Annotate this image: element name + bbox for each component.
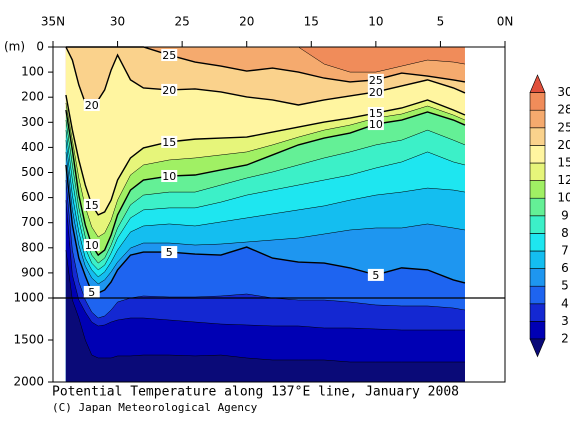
colorbar-label: 25 [557, 120, 570, 134]
contour-label-bg [83, 239, 100, 252]
y-tick-label: 500 [21, 165, 44, 179]
contour-label-bg [367, 85, 384, 98]
contour-label: 20 [85, 99, 99, 112]
colorbar-box [529, 233, 546, 252]
band-fill [65, 250, 465, 382]
y-tick-label: 300 [21, 115, 44, 129]
colorbar-box [529, 180, 546, 199]
contour-label: 5 [166, 246, 173, 259]
colorbar-box [529, 109, 546, 129]
contour-label-bg [161, 170, 178, 183]
contour-label-bg [161, 135, 178, 148]
isotherm [65, 120, 466, 264]
y-tick-label: 600 [21, 190, 44, 204]
x-tick-label: 10 [368, 15, 383, 29]
colorbar-label: 4 [561, 296, 569, 310]
contour-label: 15 [85, 199, 99, 212]
y-tick-label: 200 [21, 90, 44, 104]
colorbar-end [529, 338, 546, 358]
isotherm [65, 130, 466, 271]
contour-label-bg [367, 118, 384, 131]
y-tick-label: 1500 [13, 333, 44, 347]
y-tick-label: 900 [21, 265, 44, 279]
colorbar-box [529, 268, 546, 287]
contour-label-bg [367, 107, 384, 120]
x-tick-label: 0N [497, 15, 514, 29]
contour-label: 10 [162, 170, 176, 183]
contour-label: 25 [369, 74, 383, 87]
colorbar-box [529, 303, 546, 322]
band-fill [65, 200, 465, 382]
colorbar-box [529, 285, 546, 305]
colorbar-label: 9 [561, 208, 569, 222]
x-tick-label: 35N [41, 15, 65, 29]
y-tick-label: 800 [21, 240, 44, 254]
contour-label-bg [83, 98, 100, 111]
contour-label-bg [161, 246, 178, 259]
colorbar-label: 10 [557, 191, 570, 205]
x-tick-label: 20 [239, 15, 254, 29]
contour-label-bg [367, 268, 384, 281]
isotherm [65, 250, 465, 363]
contour-label-bg [161, 83, 178, 96]
contour-label: 15 [369, 107, 383, 120]
isotherm [65, 140, 466, 278]
contour-label: 25 [162, 49, 176, 62]
colorbar-label: 15 [557, 156, 570, 170]
contour-fills [65, 47, 465, 383]
colorbar-box [529, 127, 546, 146]
colorbar-label: 7 [561, 244, 569, 258]
colorbar-label: 3 [561, 314, 569, 328]
colorbar-label: 20 [557, 138, 570, 152]
colorbar-label: 5 [561, 279, 569, 293]
x-tick-label: 25 [175, 15, 190, 29]
y-tick-label: 100 [21, 65, 44, 79]
isotherm [65, 151, 466, 285]
x-tick-label: 30 [110, 15, 125, 29]
y-tick-label: 700 [21, 215, 44, 229]
credit: (C) Japan Meteorological Agency [52, 401, 258, 414]
contour-label: 5 [88, 286, 95, 299]
colorbar-box [529, 250, 546, 269]
contour-label: 10 [85, 239, 99, 252]
colorbar-label: 30 [557, 85, 570, 99]
y-tick-label: 1000 [13, 291, 44, 305]
isotherm [65, 200, 465, 331]
colorbar-end [529, 74, 546, 93]
colorbar-box [529, 215, 546, 234]
contour-label: 20 [162, 84, 176, 97]
contour-label-bg [83, 198, 100, 211]
contour-label: 15 [162, 136, 176, 149]
isotherm [65, 180, 466, 319]
contour-label: 20 [369, 86, 383, 99]
colorbar-box [529, 321, 546, 340]
contour-label-bg [161, 49, 178, 62]
chart-title: Potential Temperature along 137°E line, … [52, 385, 459, 400]
y-tick-label: 2000 [13, 375, 44, 389]
y-tick-label: 400 [21, 140, 44, 154]
x-tick-label: 15 [304, 15, 319, 29]
colorbar-label: 28 [557, 103, 570, 117]
contour-label-bg [83, 285, 100, 298]
y-tick-label: 0 [36, 40, 44, 54]
colorbar-label: 8 [561, 226, 569, 240]
colorbar-label: 12 [557, 173, 570, 187]
colorbar-box [529, 162, 546, 181]
contour-label: 5 [372, 269, 379, 282]
x-tick-label: 5 [437, 15, 445, 29]
plot-frame [52, 46, 506, 383]
colorbar-label: 6 [561, 261, 569, 275]
contour-label-bg [367, 73, 384, 86]
y-axis-label: (m) [4, 40, 25, 54]
colorbar-label: 2 [561, 332, 569, 346]
contour-label: 10 [369, 118, 383, 131]
colorbar-box [529, 92, 546, 111]
colorbar-box [529, 197, 546, 217]
colorbar-box [529, 145, 546, 164]
